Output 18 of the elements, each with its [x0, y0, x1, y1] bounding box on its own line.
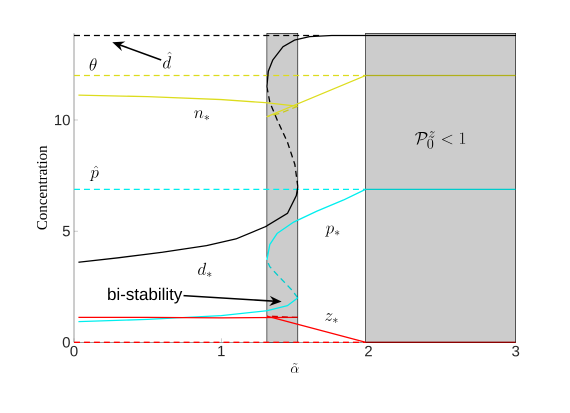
annotation: $\textrm{bi-stability}$: [108, 288, 182, 304]
x-tick-label: 2: [365, 346, 372, 356]
annotation: $\hat{d}$: [163, 52, 172, 68]
annotation: $\theta$: [90, 58, 97, 71]
x-tick-label: 3: [512, 346, 520, 356]
x-tick-label: 0: [70, 346, 78, 356]
annotation: $d_*$: [198, 262, 212, 277]
annotation: $p_*$: [325, 226, 340, 237]
annotation: $n_*$: [194, 110, 210, 120]
y-axis-title: Concentration: [36, 146, 48, 230]
y-tick-label: 10: [55, 114, 70, 126]
x-tick-label: 1: [218, 346, 225, 356]
band-label: $\mathcal{P}_0^z < 1$: [415, 131, 466, 149]
y-tick-label: 0: [62, 337, 70, 348]
annotation: $z_*$: [325, 313, 338, 323]
y-tick-label: 5: [62, 226, 70, 236]
annotation: $\hat{p}$: [90, 166, 99, 181]
x-axis-title: $\tilde{\alpha}$: [290, 363, 299, 373]
